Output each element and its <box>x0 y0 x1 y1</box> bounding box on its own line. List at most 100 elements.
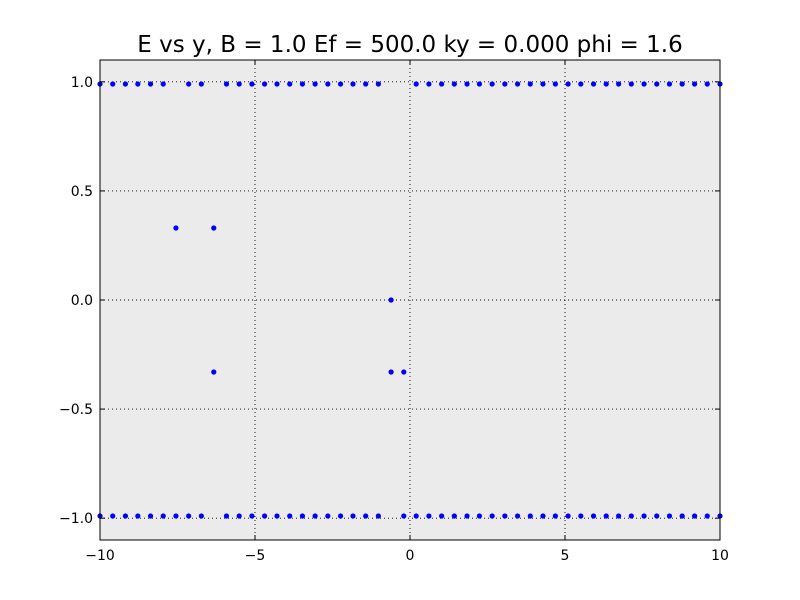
data-point <box>565 81 571 87</box>
data-point <box>401 513 407 519</box>
x-tick-label: 10 <box>711 548 729 564</box>
chart-title: E vs y, B = 1.0 Ef = 500.0 ky = 0.000 ph… <box>137 32 682 58</box>
data-point <box>654 513 660 519</box>
data-point <box>489 81 495 87</box>
data-point <box>654 81 660 87</box>
data-point <box>198 81 204 87</box>
data-point <box>540 513 546 519</box>
data-point <box>186 513 192 519</box>
data-point <box>274 513 280 519</box>
x-tick-labels: −10 −5 0 5 10 <box>85 548 729 564</box>
data-point <box>628 81 634 87</box>
data-point <box>312 81 318 87</box>
y-tick-label: 0.0 <box>71 293 93 309</box>
data-point <box>590 81 597 87</box>
data-point <box>641 81 647 87</box>
data-point <box>578 81 584 87</box>
data-point <box>147 513 154 519</box>
data-point <box>122 513 129 519</box>
data-point <box>236 81 242 87</box>
data-point <box>262 81 268 87</box>
x-tick-label: 0 <box>406 548 415 564</box>
data-point <box>262 513 268 519</box>
data-point <box>350 81 356 87</box>
data-point <box>616 81 622 87</box>
data-point <box>514 81 521 87</box>
data-point <box>514 513 521 519</box>
data-point <box>249 513 255 519</box>
data-point <box>122 81 129 87</box>
data-point <box>363 81 369 87</box>
data-point <box>590 513 597 519</box>
data-point <box>186 81 192 87</box>
x-tick-label: −10 <box>85 548 115 564</box>
data-point <box>135 81 141 87</box>
data-point <box>337 81 344 87</box>
data-point <box>350 513 356 519</box>
data-point <box>160 513 166 519</box>
data-point <box>603 81 609 87</box>
x-tick-label: 5 <box>561 548 570 564</box>
y-tick-label: 0.5 <box>71 184 93 200</box>
data-point <box>426 81 432 87</box>
data-point <box>439 81 445 87</box>
data-point <box>439 513 445 519</box>
data-point <box>679 81 685 87</box>
data-point <box>211 225 217 231</box>
data-point <box>110 81 116 87</box>
y-tick-label: −1.0 <box>59 511 93 527</box>
data-point <box>325 513 331 519</box>
data-point <box>603 513 609 519</box>
data-point <box>249 81 255 87</box>
y-tick-label: −0.5 <box>59 402 93 418</box>
data-point <box>375 513 381 519</box>
data-point <box>616 513 622 519</box>
data-point <box>628 513 634 519</box>
data-point <box>135 513 141 519</box>
data-point <box>451 81 457 87</box>
data-point <box>223 513 230 519</box>
data-point <box>540 81 546 87</box>
ticks-layer <box>99 60 721 540</box>
data-point <box>223 81 230 87</box>
data-point <box>464 513 470 519</box>
data-point <box>299 513 306 519</box>
data-point <box>363 513 369 519</box>
data-point <box>476 81 483 87</box>
data-point <box>173 513 179 519</box>
data-point <box>388 369 394 375</box>
data-point <box>666 81 673 87</box>
data-point <box>489 513 495 519</box>
points-layer <box>97 81 723 519</box>
data-point <box>565 513 571 519</box>
data-point <box>476 513 483 519</box>
data-point <box>704 81 710 87</box>
data-point <box>552 81 558 87</box>
data-point <box>173 225 179 231</box>
data-point <box>704 513 710 519</box>
y-tick-label: 1.0 <box>71 75 93 91</box>
data-point <box>287 81 293 87</box>
data-point <box>413 513 419 519</box>
data-point <box>160 81 166 87</box>
data-point <box>312 513 318 519</box>
y-tick-labels: 1.0 0.5 0.0 −0.5 −1.0 <box>59 75 93 527</box>
data-point <box>679 513 685 519</box>
data-point <box>388 297 394 303</box>
data-point <box>325 81 331 87</box>
data-point <box>527 81 533 87</box>
data-point <box>299 81 306 87</box>
data-point <box>236 513 242 519</box>
data-point <box>464 81 470 87</box>
data-point <box>691 513 698 519</box>
data-point <box>552 513 558 519</box>
data-point <box>641 513 647 519</box>
x-tick-label: −5 <box>245 548 266 564</box>
data-point <box>198 513 204 519</box>
data-point <box>413 81 419 87</box>
data-point <box>211 369 217 375</box>
data-point <box>110 513 116 519</box>
data-point <box>502 513 508 519</box>
data-point <box>502 81 508 87</box>
